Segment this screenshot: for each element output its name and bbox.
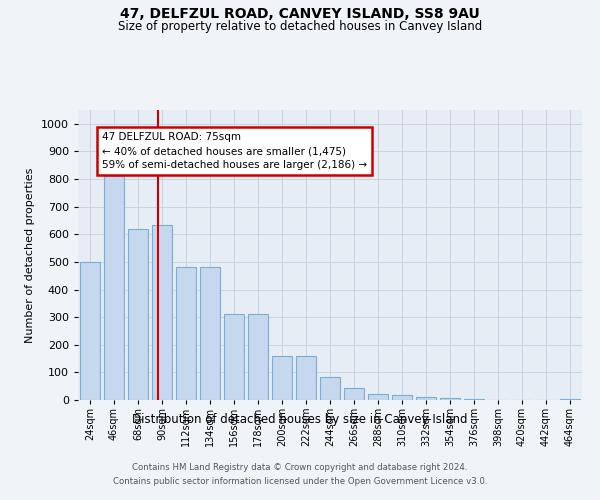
Text: Contains HM Land Registry data © Crown copyright and database right 2024.: Contains HM Land Registry data © Crown c… xyxy=(132,464,468,472)
Bar xyxy=(464,399,484,400)
Bar xyxy=(248,314,268,400)
Bar xyxy=(440,398,460,400)
Bar xyxy=(152,224,172,400)
Text: Distribution of detached houses by size in Canvey Island: Distribution of detached houses by size … xyxy=(132,412,468,426)
Text: 47, DELFZUL ROAD, CANVEY ISLAND, SS8 9AU: 47, DELFZUL ROAD, CANVEY ISLAND, SS8 9AU xyxy=(120,8,480,22)
Bar xyxy=(392,395,412,400)
Bar xyxy=(368,394,388,400)
Text: Size of property relative to detached houses in Canvey Island: Size of property relative to detached ho… xyxy=(118,20,482,33)
Bar xyxy=(560,399,580,400)
Bar xyxy=(224,314,244,400)
Bar xyxy=(416,397,436,400)
Bar xyxy=(320,378,340,400)
Bar xyxy=(272,356,292,400)
Text: Contains public sector information licensed under the Open Government Licence v3: Contains public sector information licen… xyxy=(113,477,487,486)
Bar xyxy=(344,388,364,400)
Bar xyxy=(176,268,196,400)
Bar xyxy=(128,229,148,400)
Bar xyxy=(200,268,220,400)
Bar xyxy=(80,262,100,400)
Bar xyxy=(104,176,124,400)
Y-axis label: Number of detached properties: Number of detached properties xyxy=(25,168,35,342)
Bar xyxy=(296,356,316,400)
Text: 47 DELFZUL ROAD: 75sqm
← 40% of detached houses are smaller (1,475)
59% of semi-: 47 DELFZUL ROAD: 75sqm ← 40% of detached… xyxy=(102,132,367,170)
